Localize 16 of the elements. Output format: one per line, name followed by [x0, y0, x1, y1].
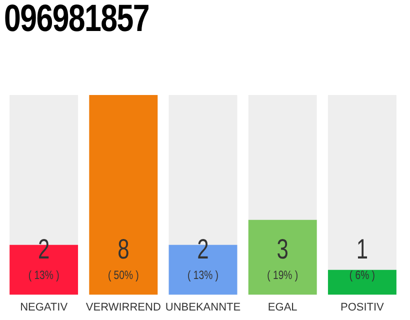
x-tick-label: EGAL	[268, 301, 298, 314]
annotation: ( 50% )	[108, 269, 139, 282]
data-label: 2	[197, 234, 209, 266]
x-tick-label: NEGATIV	[20, 301, 68, 314]
data-label: 1	[356, 234, 368, 266]
annotation: ( 13% )	[188, 269, 218, 282]
bar	[328, 270, 396, 295]
annotation: ( 6% )	[349, 269, 375, 282]
x-tick-label: POSITIV	[340, 301, 385, 314]
x-tick-label: UNBEKANNTE	[165, 301, 241, 314]
data-label: 3	[276, 234, 288, 266]
x-tick-label: VERWIRREND	[86, 301, 161, 314]
chart-title: 096981857	[4, 0, 149, 41]
annotation: ( 13% )	[28, 269, 60, 282]
data-label: 8	[118, 234, 130, 266]
annotation: ( 19% )	[267, 269, 298, 282]
